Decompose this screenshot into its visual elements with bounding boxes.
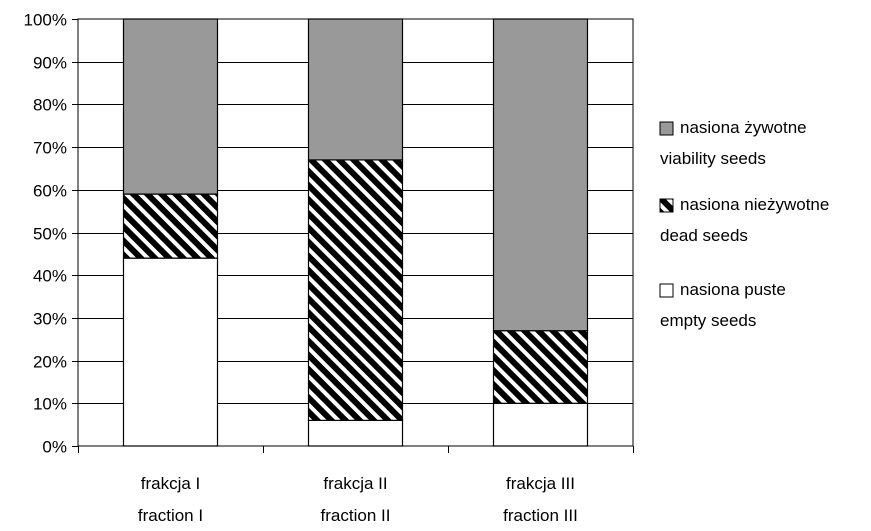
bar-segment-empty [122, 257, 219, 447]
bar-segment-viable [492, 18, 589, 332]
y-tick-label: 100% [24, 11, 67, 30]
x-category-label: fraction II [321, 506, 391, 525]
bar-segment-empty [307, 419, 404, 447]
legend-label: nasiona nieżywotne [680, 195, 829, 214]
legend-label: dead seeds [660, 226, 748, 245]
bars [122, 18, 589, 447]
y-tick-label: 80% [33, 96, 67, 115]
y-tick-label: 40% [33, 267, 67, 286]
x-category-label: fraction I [138, 506, 203, 525]
bar-segment-empty [492, 402, 589, 447]
y-tick-label: 90% [33, 54, 67, 73]
axes: 0% 10% 20% 30% 40% 50% 60% 70% 80% 90% 100% frakcja… [24, 11, 634, 525]
legend-label: viability seeds [660, 149, 766, 168]
legend-swatch [659, 121, 674, 136]
bar-segment-dead [122, 193, 219, 259]
bar-segment-viable [307, 18, 404, 161]
y-tick-label: 50% [33, 225, 67, 244]
x-category-label: frakcja I [141, 474, 201, 493]
legend: nasiona żywotne viability seeds nasiona ni… [659, 118, 829, 330]
bar-segment-viable [122, 18, 219, 195]
y-tick-label: 70% [33, 139, 67, 158]
legend-label: nasiona puste [680, 280, 786, 299]
y-tick-label: 60% [33, 182, 67, 201]
legend-label: empty seeds [660, 311, 756, 330]
bar-segment-dead [307, 159, 404, 421]
y-tick-label: 20% [33, 353, 67, 372]
legend-swatch [659, 198, 674, 213]
y-tick-label: 10% [33, 395, 67, 414]
x-category-label: frakcja III [506, 474, 575, 493]
legend-label: nasiona żywotne [680, 118, 807, 137]
x-category-label: fraction III [503, 506, 578, 525]
y-tick-label: 0% [42, 438, 67, 457]
y-tick-label: 30% [33, 310, 67, 329]
legend-swatch [659, 283, 674, 298]
x-category-label: frakcja II [323, 474, 387, 493]
bar-segment-dead [492, 330, 589, 404]
